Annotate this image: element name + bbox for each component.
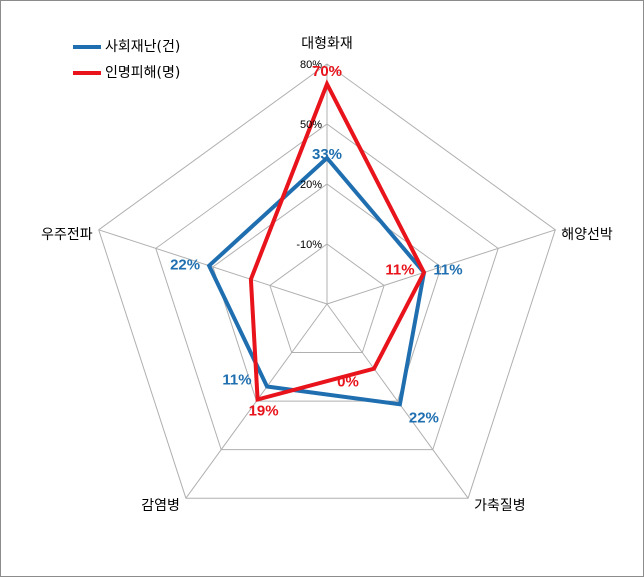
- radar-grid: [98, 63, 556, 499]
- data-label: 11%: [222, 371, 251, 388]
- category-label: 가축질병: [474, 498, 526, 514]
- data-label: 19%: [249, 402, 279, 419]
- grid-ring: [212, 183, 442, 402]
- category-label: 감염병: [141, 498, 180, 514]
- grid-spoke: [326, 303, 469, 499]
- tick-label: -10%: [296, 239, 322, 251]
- legend: 사회재난(건) 인명피해(명): [73, 39, 180, 81]
- grid-ring: [269, 243, 385, 353]
- grid-ring: [98, 63, 556, 499]
- category-label: 우주전파: [41, 227, 93, 243]
- tick-label: 50%: [300, 119, 322, 131]
- tick-label: 80%: [300, 59, 322, 71]
- radial-axis-ticks: -10% 20% 50% 80%: [296, 59, 322, 251]
- legend-label: 인명피해(명): [105, 65, 180, 81]
- category-label: 해양선박: [561, 227, 613, 243]
- category-label: 대형화재: [301, 36, 353, 52]
- data-label: 11%: [433, 261, 462, 278]
- grid-spoke: [98, 229, 328, 305]
- series-line-1: [206, 155, 427, 407]
- data-label: 70%: [312, 63, 342, 80]
- data-label: 33%: [312, 146, 342, 163]
- legend-label: 사회재난(건): [105, 39, 180, 55]
- series-line-2: [248, 79, 427, 403]
- tick-label: 20%: [300, 179, 322, 191]
- data-label: 22%: [409, 409, 439, 426]
- grid-spoke: [326, 229, 556, 305]
- data-labels: 33% 11% 22% 11% 22% 70% 11% 0% 19%: [170, 63, 463, 426]
- data-label: 0%: [337, 374, 359, 391]
- grid-ring: [155, 123, 499, 451]
- data-label: 22%: [170, 257, 200, 274]
- data-label: 11%: [385, 261, 414, 278]
- radar-series: [206, 79, 427, 407]
